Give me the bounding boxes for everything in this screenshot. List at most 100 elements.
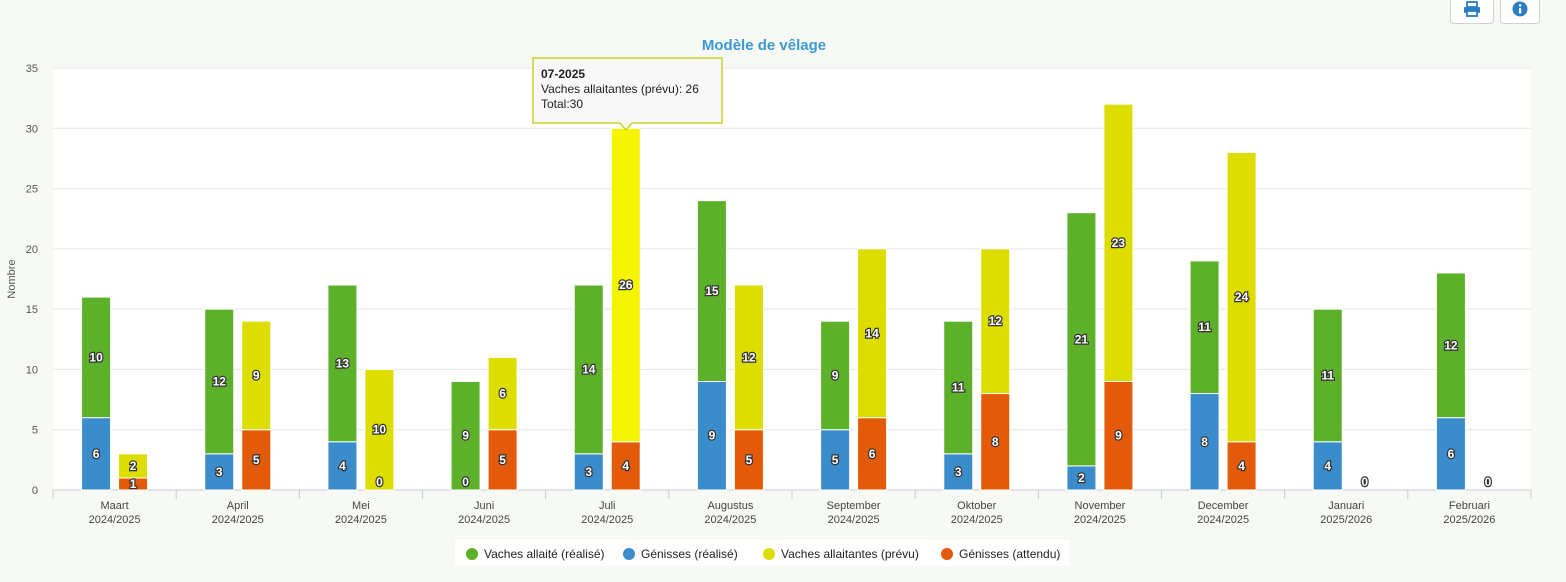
bar-segment[interactable]	[118, 453, 149, 479]
bar-segment[interactable]	[1066, 212, 1097, 467]
data-label: 3	[585, 465, 592, 479]
data-label: 6	[869, 447, 876, 461]
bar-segment[interactable]	[1189, 393, 1220, 491]
y-tick-label: 25	[26, 184, 38, 196]
data-label: 0	[376, 475, 383, 489]
data-label: 3	[216, 465, 223, 479]
legend-marker[interactable]	[623, 548, 635, 560]
x-tick-label-season: 2024/2025	[704, 514, 756, 526]
data-label: 10	[89, 350, 103, 364]
bar-segment[interactable]	[241, 429, 272, 491]
bar-segment[interactable]	[1189, 260, 1220, 395]
bar-segment[interactable]	[696, 200, 727, 382]
bar-segment[interactable]	[364, 368, 395, 491]
data-label: 4	[1238, 459, 1245, 473]
info-icon	[1512, 1, 1528, 17]
x-tick-label-season: 2024/2025	[1074, 514, 1126, 526]
x-tick-label-season: 2024/2025	[458, 514, 510, 526]
x-tick-label-season: 2024/2025	[335, 514, 387, 526]
data-label: 5	[499, 453, 506, 467]
y-tick-label: 35	[26, 63, 38, 75]
bar-segment[interactable]	[980, 393, 1011, 491]
data-label: 6	[499, 387, 506, 401]
bar-segment[interactable]	[733, 429, 764, 491]
data-label: 4	[1324, 459, 1331, 473]
data-label: 10	[373, 423, 387, 437]
bar-segment[interactable]	[241, 320, 272, 431]
bar-segment[interactable]	[980, 248, 1011, 395]
x-tick-label-season: 2025/2026	[1443, 514, 1495, 526]
x-tick-label-month: April	[227, 500, 249, 512]
print-button[interactable]	[1450, 0, 1494, 24]
legend-item-label[interactable]: Vaches allaité (réalisé)	[484, 547, 605, 561]
bar-segment[interactable]	[857, 417, 888, 491]
x-tick-label-month: Oktober	[957, 500, 996, 512]
legend-box	[455, 540, 1070, 566]
x-tick-label-month: Augustus	[707, 500, 753, 512]
info-button[interactable]	[1500, 0, 1540, 24]
legend-item-label[interactable]: Vaches allaitantes (prévu)	[781, 547, 919, 561]
data-label: 24	[1235, 290, 1249, 304]
y-axis-label: Nombre	[6, 259, 18, 298]
y-tick-label: 10	[26, 364, 38, 376]
data-label: 11	[1198, 320, 1211, 334]
data-label: 1	[130, 477, 137, 491]
data-label: 6	[93, 447, 100, 461]
chart-title: Modèle de vêlage	[702, 37, 826, 54]
data-label: 0	[1485, 475, 1492, 489]
data-label: 12	[213, 374, 227, 388]
legend-item-label[interactable]: Génisses (réalisé)	[641, 547, 738, 561]
data-label: 4	[339, 459, 346, 473]
bar-segment[interactable]	[1226, 151, 1257, 443]
plot-area	[53, 68, 1531, 490]
data-label: 9	[462, 429, 469, 443]
x-tick-label-month: Juli	[599, 500, 616, 512]
x-tick-label-season: 2025/2026	[1320, 514, 1372, 526]
bar-segment[interactable]	[820, 320, 851, 431]
data-label: 9	[832, 368, 839, 382]
bar-segment[interactable]	[81, 417, 112, 491]
x-tick-label-month: Maart	[101, 500, 129, 512]
bar-segment[interactable]	[610, 441, 641, 491]
data-label: 9	[1115, 429, 1122, 443]
data-label: 6	[1448, 447, 1455, 461]
data-label: 15	[705, 284, 719, 298]
x-tick-label-season: 2024/2025	[1197, 514, 1249, 526]
y-tick-label: 0	[32, 485, 38, 497]
legend-marker[interactable]	[941, 548, 953, 560]
data-label: 9	[709, 429, 716, 443]
data-label: 2	[1078, 471, 1085, 485]
print-icon	[1464, 1, 1480, 17]
bar-segment[interactable]	[1103, 103, 1134, 382]
x-tick-label-season: 2024/2025	[828, 514, 880, 526]
bar-segment[interactable]	[487, 356, 518, 431]
bar-segment[interactable]	[204, 308, 235, 455]
bar-segment[interactable]	[81, 296, 112, 419]
tooltip-line: Vaches allaitantes (prévu): 26	[541, 82, 699, 96]
bar-segment[interactable]	[204, 453, 235, 491]
data-label: 14	[865, 326, 879, 340]
bar-segment[interactable]	[857, 248, 888, 419]
bar-segment[interactable]	[450, 380, 481, 491]
legend-marker[interactable]	[466, 548, 478, 560]
bar-segment[interactable]	[820, 429, 851, 491]
data-label: 12	[989, 314, 1003, 328]
tooltip-box	[532, 57, 723, 132]
bar-segment[interactable]	[733, 284, 764, 431]
bar-segment[interactable]	[1435, 272, 1466, 419]
legend-item-label[interactable]: Génisses (attendu)	[959, 547, 1060, 561]
x-tick-label-season: 2024/2025	[212, 514, 264, 526]
bar-segment[interactable]	[943, 320, 974, 455]
x-tick-label-month: November	[1075, 500, 1126, 512]
bar-segment[interactable]	[573, 284, 604, 455]
x-tick-label-season: 2024/2025	[89, 514, 141, 526]
x-tick-label-season: 2024/2025	[581, 514, 633, 526]
legend-marker[interactable]	[763, 548, 775, 560]
data-label: 14	[582, 362, 596, 376]
bar-segment[interactable]	[1066, 465, 1097, 491]
bar-segment[interactable]	[696, 380, 727, 491]
bar-segment[interactable]	[1103, 380, 1134, 491]
bar-segment[interactable]	[1312, 308, 1343, 443]
bar-segment[interactable]	[327, 284, 358, 443]
